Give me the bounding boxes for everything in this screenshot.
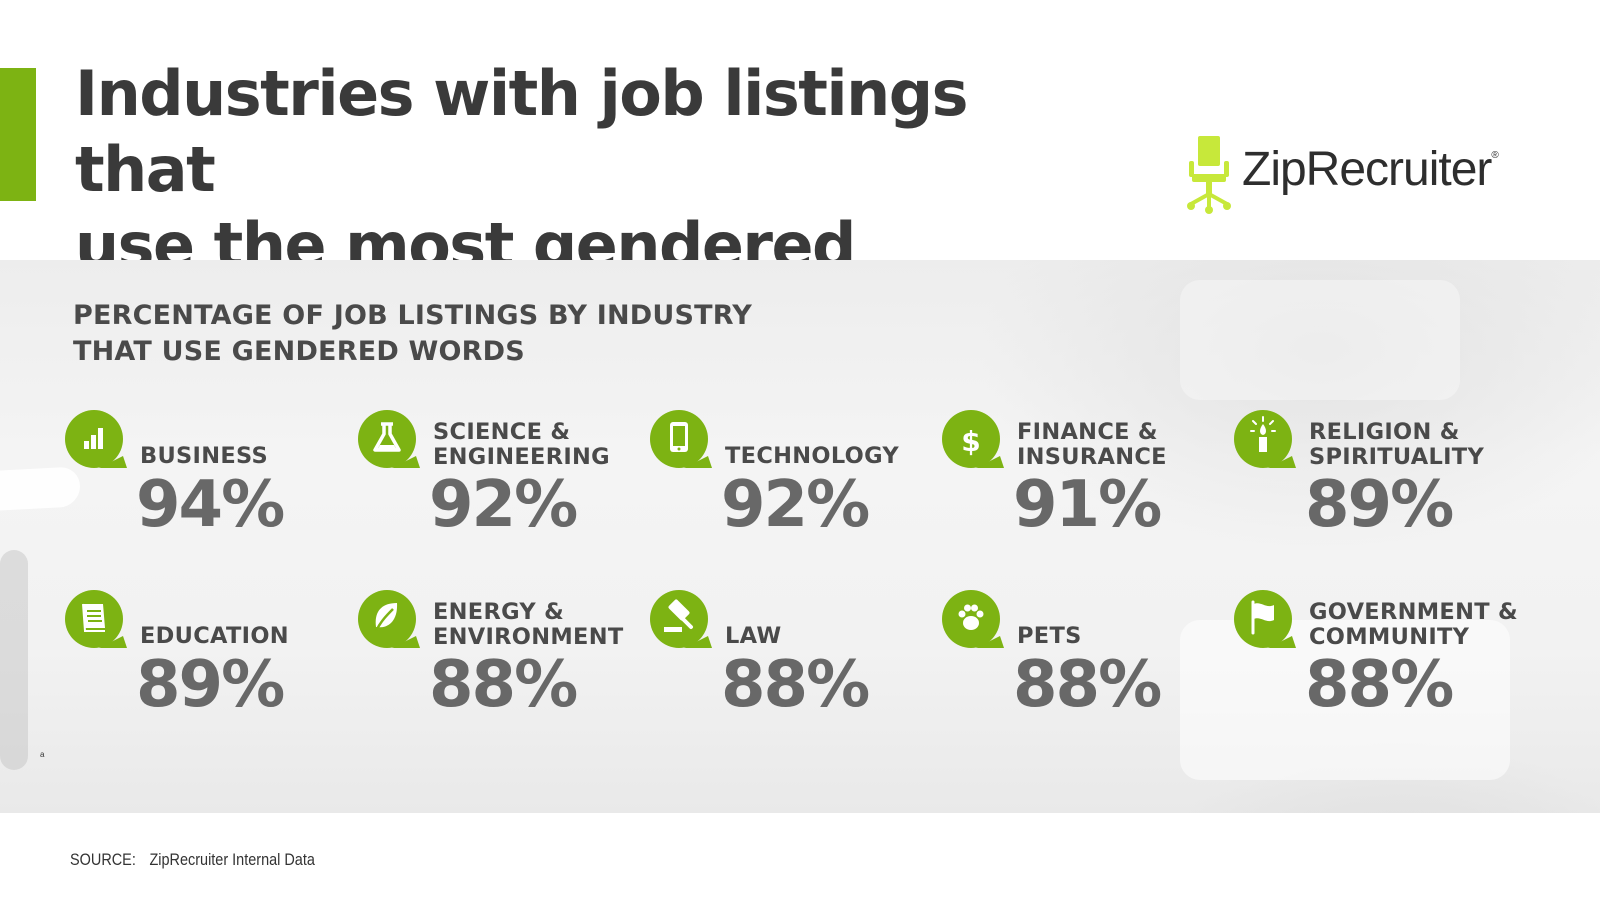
background-panel [0, 260, 1600, 813]
flask-icon [358, 410, 420, 468]
industry-percentage: 89% [1305, 468, 1454, 542]
title-line-1: Industries with job listings that [75, 57, 969, 206]
industry-item: BUSINESS 94% [65, 410, 355, 550]
flag-icon [1234, 590, 1296, 648]
tiny-mark: a [40, 750, 45, 759]
industry-item: RELIGION & SPIRITUALITY 89% [1234, 410, 1524, 550]
industry-percentage: 88% [429, 648, 578, 722]
bar-chart-icon [65, 410, 127, 468]
industry-item: PETS 88% [942, 590, 1232, 730]
industry-item: SCIENCE & ENGINEERING 92% [358, 410, 648, 550]
industry-label: GOVERNMENT & COMMUNITY [1309, 599, 1518, 650]
svg-text:$: $ [961, 425, 980, 458]
industry-label: BUSINESS [140, 443, 268, 469]
gavel-icon [650, 590, 712, 648]
source-text: ZipRecruiter Internal Data [149, 850, 315, 869]
source-label: SOURCE: [70, 850, 136, 869]
industry-label: PETS [1017, 623, 1082, 649]
office-chair-icon [1187, 136, 1231, 214]
logo-text: ZipRecruiter® [1242, 143, 1499, 196]
industry-percentage: 89% [136, 648, 285, 722]
industry-label: LAW [725, 623, 782, 649]
industry-percentage: 91% [1013, 468, 1162, 542]
industry-item: GOVERNMENT & COMMUNITY 88% [1234, 590, 1524, 730]
industry-item: TECHNOLOGY 92% [650, 410, 940, 550]
candle-icon [1234, 410, 1296, 468]
industry-item: $ FINANCE & INSURANCE 91% [942, 410, 1232, 550]
blurred-desk-leg [0, 550, 28, 770]
industry-label: EDUCATION [140, 623, 289, 649]
industry-label: FINANCE & INSURANCE [1017, 419, 1167, 470]
industry-item: EDUCATION 89% [65, 590, 355, 730]
blurred-window-shape [1180, 280, 1460, 400]
source-note: SOURCE: ZipRecruiter Internal Data [70, 850, 315, 870]
chart-subtitle: PERCENTAGE OF JOB LISTINGS BY INDUSTRY TH… [73, 300, 753, 367]
industry-label: ENERGY & ENVIRONMENT [433, 599, 624, 650]
book-icon [65, 590, 127, 648]
industry-item: ENERGY & ENVIRONMENT 88% [358, 590, 648, 730]
trademark-symbol: ® [1491, 150, 1499, 161]
blurred-furniture-shape [1180, 620, 1510, 780]
industry-percentage: 88% [1013, 648, 1162, 722]
industry-label: TECHNOLOGY [725, 443, 899, 469]
industry-percentage: 94% [136, 468, 285, 542]
industry-label: RELIGION & SPIRITUALITY [1309, 419, 1485, 470]
leaf-icon [358, 590, 420, 648]
industry-percentage: 88% [721, 648, 870, 722]
accent-bar [0, 68, 36, 201]
industry-item: LAW 88% [650, 590, 940, 730]
dollar-icon: $ [942, 410, 1004, 468]
ziprecruiter-logo: ZipRecruiter® [1186, 136, 1546, 216]
paw-icon [942, 590, 1004, 648]
industry-percentage: 88% [1305, 648, 1454, 722]
industry-percentage: 92% [429, 468, 578, 542]
industry-label: SCIENCE & ENGINEERING [433, 419, 610, 470]
industry-percentage: 92% [721, 468, 870, 542]
smartphone-icon [650, 410, 712, 468]
